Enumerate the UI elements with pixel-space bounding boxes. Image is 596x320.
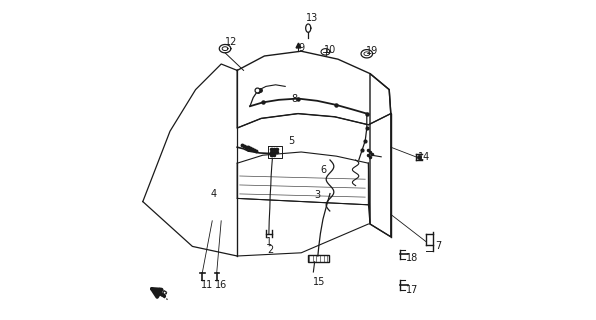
Text: 1: 1 bbox=[266, 236, 272, 247]
Text: 9: 9 bbox=[298, 43, 305, 53]
Text: 11: 11 bbox=[201, 280, 213, 290]
Bar bbox=[308, 255, 330, 262]
Text: 18: 18 bbox=[406, 252, 418, 263]
Text: 8: 8 bbox=[291, 94, 298, 104]
Text: 14: 14 bbox=[418, 152, 430, 162]
Text: 4: 4 bbox=[210, 188, 216, 199]
Text: 7: 7 bbox=[436, 241, 442, 252]
Text: 15: 15 bbox=[313, 276, 325, 287]
Text: FR.: FR. bbox=[153, 287, 171, 303]
Text: 2: 2 bbox=[268, 244, 274, 255]
Text: 5: 5 bbox=[288, 136, 295, 146]
Text: 19: 19 bbox=[365, 46, 378, 56]
Text: 3: 3 bbox=[314, 190, 320, 200]
Text: 6: 6 bbox=[321, 164, 327, 175]
Text: 13: 13 bbox=[306, 12, 318, 23]
Text: 12: 12 bbox=[225, 36, 237, 47]
Text: 10: 10 bbox=[324, 44, 336, 55]
Text: 17: 17 bbox=[406, 284, 418, 295]
Text: 16: 16 bbox=[215, 280, 227, 290]
